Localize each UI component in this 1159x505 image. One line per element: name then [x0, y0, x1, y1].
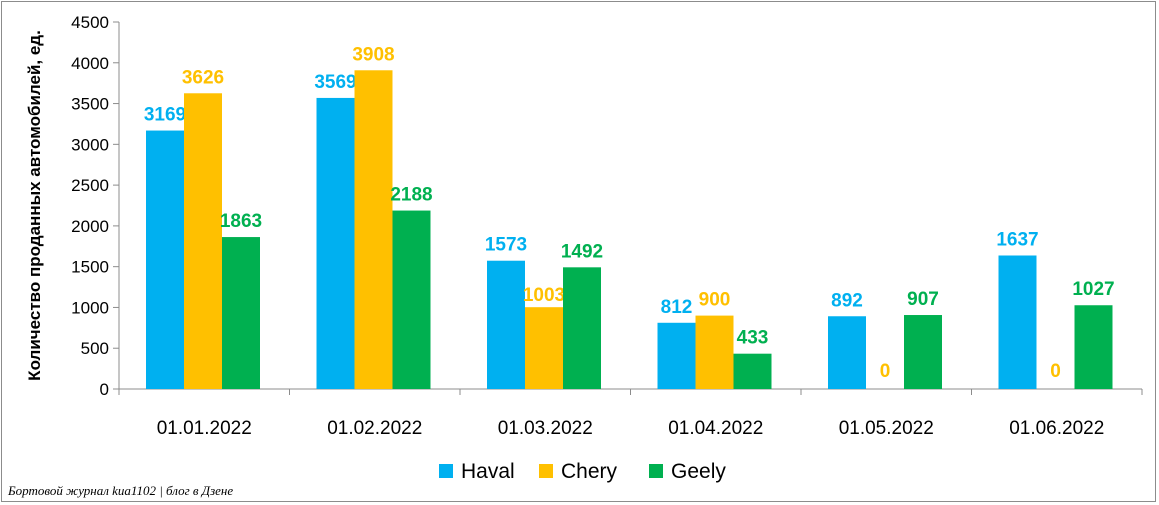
- bar-haval: [998, 255, 1037, 389]
- x-tick-label: 01.06.2022: [1009, 418, 1104, 439]
- y-tick-label: 0: [100, 380, 109, 399]
- bar-geely: [1074, 305, 1113, 389]
- bar-haval: [316, 97, 355, 389]
- data-label-chery: 0: [1050, 361, 1061, 382]
- bar-haval: [146, 130, 184, 389]
- data-label-geely: 433: [737, 328, 769, 349]
- legend-swatch-chery: [539, 464, 553, 478]
- y-tick-label: 2000: [71, 217, 109, 236]
- data-label-haval: 3569: [314, 72, 356, 93]
- legend-swatch-haval: [439, 464, 453, 478]
- bar-geely: [222, 237, 260, 389]
- data-label-chery: 3626: [182, 67, 224, 88]
- bar-geely: [392, 210, 431, 389]
- footnote: Бортовой журнал kиа1102 | блог в Дзене: [8, 483, 234, 498]
- legend-label-geely: Geely: [671, 460, 726, 483]
- bar-chery: [695, 315, 734, 389]
- data-label-chery: 3908: [352, 44, 394, 65]
- data-label-haval: 1637: [996, 229, 1038, 250]
- y-tick-label: 2500: [71, 176, 109, 195]
- legend-swatch-geely: [649, 464, 663, 478]
- bar-chery: [354, 70, 393, 390]
- y-axis-title: Количество проданных автомобилей, ед.: [25, 30, 44, 381]
- x-tick-label: 01.03.2022: [498, 418, 593, 439]
- bar-geely: [563, 267, 601, 389]
- y-tick-label: 1500: [71, 258, 109, 277]
- bar-chery: [184, 93, 222, 390]
- x-tick-label: 01.01.2022: [157, 418, 252, 439]
- data-label-chery: 900: [699, 290, 731, 311]
- bar-haval: [828, 316, 866, 389]
- legend-label-haval: Haval: [461, 460, 515, 483]
- data-label-geely: 907: [907, 289, 939, 310]
- data-label-chery: 1003: [523, 285, 565, 306]
- bar-haval: [487, 260, 525, 389]
- bar-chery: [525, 307, 563, 389]
- y-tick-label: 500: [81, 339, 109, 358]
- data-label-haval: 812: [661, 297, 693, 318]
- y-tick-label: 4000: [71, 54, 109, 73]
- data-label-geely: 1027: [1072, 279, 1114, 300]
- x-tick-label: 01.05.2022: [839, 418, 934, 439]
- y-tick-label: 1000: [71, 298, 109, 317]
- data-label-haval: 892: [831, 290, 863, 311]
- bar-geely: [904, 315, 942, 389]
- bar-haval: [657, 322, 696, 389]
- data-label-geely: 1863: [220, 211, 262, 232]
- data-label-haval: 3169: [144, 105, 186, 126]
- y-tick-label: 3500: [71, 95, 109, 114]
- y-tick-label: 4500: [71, 13, 109, 32]
- legend-label-chery: Chery: [561, 460, 618, 483]
- y-tick-label: 3000: [71, 135, 109, 154]
- data-label-geely: 2188: [390, 185, 432, 206]
- bar-geely: [733, 353, 772, 389]
- data-label-chery: 0: [880, 361, 891, 382]
- x-tick-label: 01.04.2022: [668, 418, 763, 439]
- data-label-geely: 1492: [561, 241, 603, 262]
- data-label-haval: 1573: [485, 235, 527, 256]
- x-tick-label: 01.02.2022: [327, 418, 422, 439]
